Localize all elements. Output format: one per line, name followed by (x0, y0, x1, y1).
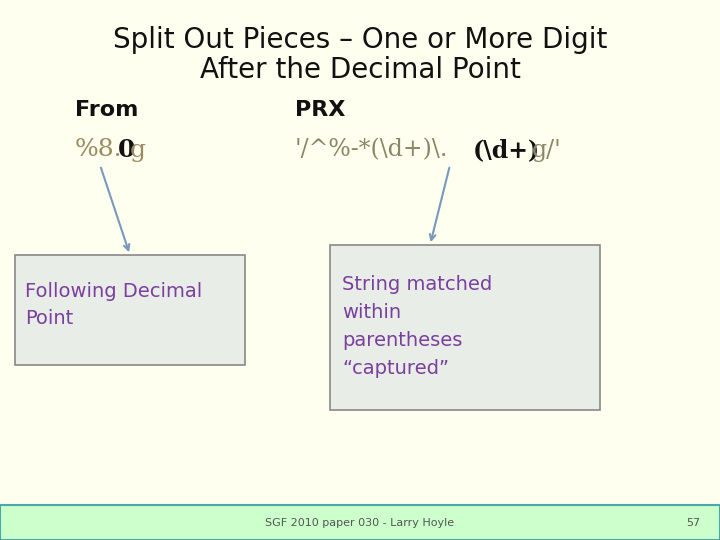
Text: String matched
within
parentheses
“captured”: String matched within parentheses “captu… (342, 275, 492, 379)
Text: After the Decimal Point: After the Decimal Point (199, 56, 521, 84)
FancyBboxPatch shape (330, 245, 600, 410)
Text: Following Decimal
Point: Following Decimal Point (25, 282, 202, 328)
Text: 0: 0 (118, 138, 135, 162)
Text: Split Out Pieces – One or More Digit: Split Out Pieces – One or More Digit (113, 26, 607, 54)
Text: PRX: PRX (295, 100, 346, 120)
Text: %8.: %8. (75, 138, 122, 161)
Text: 57: 57 (686, 518, 700, 528)
Text: (\d+): (\d+) (473, 138, 540, 162)
Text: SGF 2010 paper 030 - Larry Hoyle: SGF 2010 paper 030 - Larry Hoyle (266, 518, 454, 528)
Text: '/^%-*(\d+)\.: '/^%-*(\d+)\. (295, 138, 449, 161)
Text: From: From (75, 100, 138, 120)
FancyBboxPatch shape (15, 255, 245, 365)
Text: g: g (130, 138, 146, 161)
Text: g/': g/' (532, 138, 562, 161)
FancyBboxPatch shape (0, 505, 720, 540)
